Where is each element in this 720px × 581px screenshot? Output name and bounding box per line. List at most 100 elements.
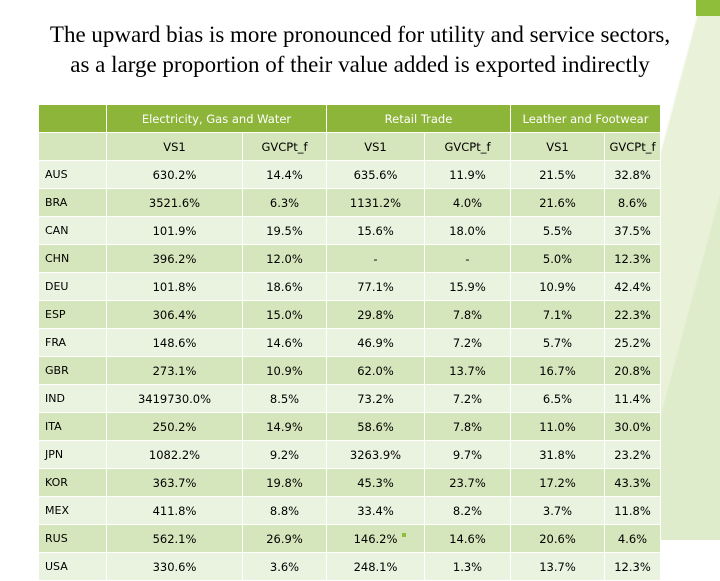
table-cell: 26.9% — [242, 524, 327, 553]
table-cell: 6.5% — [510, 384, 605, 413]
table-cell: 23.7% — [424, 468, 511, 497]
table-cell: 43.3% — [604, 468, 661, 497]
table-cell: 22.3% — [604, 300, 661, 329]
table-cell: 3.7% — [510, 496, 605, 525]
table-cell: 9.7% — [424, 440, 511, 469]
subheader-cell: VS1 — [510, 132, 605, 161]
table-cell: 16.7% — [510, 356, 605, 385]
table-cell: 14.6% — [424, 524, 511, 553]
table-cell: 330.6% — [106, 552, 243, 581]
table-cell: 17.2% — [510, 468, 605, 497]
table-cell: 6.3% — [242, 188, 327, 217]
table-cell: 45.3% — [326, 468, 425, 497]
table-row: ESP 306.4% 15.0% 29.8% 7.8% 7.1% 22.3% — [38, 300, 661, 329]
table-cell: 8.5% — [242, 384, 327, 413]
table-cell: 396.2% — [106, 244, 243, 273]
table-cell: 14.6% — [242, 328, 327, 357]
table-cell: 73.2% — [326, 384, 425, 413]
table-cell: 7.8% — [424, 300, 511, 329]
table-cell: 5.5% — [510, 216, 605, 245]
table-cell: 42.4% — [604, 272, 661, 301]
table-cell: 77.1% — [326, 272, 425, 301]
table-row: CAN 101.9% 19.5% 15.6% 18.0% 5.5% 37.5% — [38, 216, 661, 245]
table-cell: 32.8% — [604, 160, 661, 189]
group-header-leather: Leather and Footwear — [510, 104, 661, 133]
group-header-row: Electricity, Gas and Water Retail Trade … — [38, 104, 661, 133]
table-cell: 562.1% — [106, 524, 243, 553]
table-cell: 25.2% — [604, 328, 661, 357]
table-row: FRA 148.6% 14.6% 46.9% 7.2% 5.7% 25.2% — [38, 328, 661, 357]
table-cell: 11.4% — [604, 384, 661, 413]
table-cell: 1082.2% — [106, 440, 243, 469]
table-cell: 15.0% — [242, 300, 327, 329]
table-cell: - — [424, 244, 511, 273]
table-cell: 1.3% — [424, 552, 511, 581]
table-cell: 20.6% — [510, 524, 605, 553]
table-cell: 248.1% — [326, 552, 425, 581]
table-cell: 101.8% — [106, 272, 243, 301]
table-cell: 1131.2% — [326, 188, 425, 217]
table-cell: 19.5% — [242, 216, 327, 245]
table-cell: 37.5% — [604, 216, 661, 245]
table-cell: 23.2% — [604, 440, 661, 469]
subheader-row: VS1 GVCPt_f VS1 GVCPt_f VS1 GVCPt_f — [38, 132, 661, 161]
table-row: USA 330.6% 3.6% 248.1% 1.3% 13.7% 12.3% — [38, 552, 661, 581]
table-cell: 363.7% — [106, 468, 243, 497]
row-label-country: JPN — [38, 440, 107, 469]
table-row: RUS 562.1% 26.9% 146.2% 14.6% 20.6% 4.6% — [38, 524, 661, 553]
table-cell: 12.0% — [242, 244, 327, 273]
table-cell: - — [326, 244, 425, 273]
table-cell: 33.4% — [326, 496, 425, 525]
table-cell: 4.0% — [424, 188, 511, 217]
table-cell: 273.1% — [106, 356, 243, 385]
table-row: GBR 273.1% 10.9% 62.0% 13.7% 16.7% 20.8% — [38, 356, 661, 385]
row-label-country: USA — [38, 552, 107, 581]
table-cell: 101.9% — [106, 216, 243, 245]
table-cell: 7.1% — [510, 300, 605, 329]
row-label-country: ESP — [38, 300, 107, 329]
table-cell: 19.8% — [242, 468, 327, 497]
row-label-country: GBR — [38, 356, 107, 385]
row-label-country: MEX — [38, 496, 107, 525]
corner-accent — [696, 0, 720, 16]
table-cell: 9.2% — [242, 440, 327, 469]
table-cell: 7.8% — [424, 412, 511, 441]
table-cell: 5.0% — [510, 244, 605, 273]
table-row: JPN 1082.2% 9.2% 3263.9% 9.7% 31.8% 23.2% — [38, 440, 661, 469]
table-cell: 13.7% — [510, 552, 605, 581]
table-cell: 7.2% — [424, 384, 511, 413]
corner-cell — [38, 104, 107, 133]
table-row: MEX 411.8% 8.8% 33.4% 8.2% 3.7% 11.8% — [38, 496, 661, 525]
table-cell: 20.8% — [604, 356, 661, 385]
row-label-country: RUS — [38, 524, 107, 553]
group-header-electricity: Electricity, Gas and Water — [106, 104, 327, 133]
subheader-cell: VS1 — [326, 132, 425, 161]
row-label-country: KOR — [38, 468, 107, 497]
subheader-corner — [38, 132, 107, 161]
table-cell: 12.3% — [604, 244, 661, 273]
table-row: IND 3419730.0% 8.5% 73.2% 7.2% 6.5% 11.4% — [38, 384, 661, 413]
table-cell: 18.0% — [424, 216, 511, 245]
table-cell: 31.8% — [510, 440, 605, 469]
subheader-cell: GVCPt_f — [604, 132, 661, 161]
table-cell: 8.6% — [604, 188, 661, 217]
table-cell: 11.8% — [604, 496, 661, 525]
table-cell: 15.9% — [424, 272, 511, 301]
table-cell: 8.2% — [424, 496, 511, 525]
table-row: BRA 3521.6% 6.3% 1131.2% 4.0% 21.6% 8.6% — [38, 188, 661, 217]
table-cell: 8.8% — [242, 496, 327, 525]
table-cell: 15.6% — [326, 216, 425, 245]
bottom-accent — [402, 533, 406, 537]
table-cell: 148.6% — [106, 328, 243, 357]
title-line-2: as a large proportion of their value add… — [70, 52, 650, 77]
table-cell: 14.4% — [242, 160, 327, 189]
table-cell: 3263.9% — [326, 440, 425, 469]
table-cell: 635.6% — [326, 160, 425, 189]
table-row: DEU 101.8% 18.6% 77.1% 15.9% 10.9% 42.4% — [38, 272, 661, 301]
title-line-1: The upward bias is more pronounced for u… — [49, 22, 671, 47]
table-cell: 306.4% — [106, 300, 243, 329]
row-label-country: ITA — [38, 412, 107, 441]
table-cell: 18.6% — [242, 272, 327, 301]
table-cell: 10.9% — [242, 356, 327, 385]
group-header-retail: Retail Trade — [326, 104, 511, 133]
